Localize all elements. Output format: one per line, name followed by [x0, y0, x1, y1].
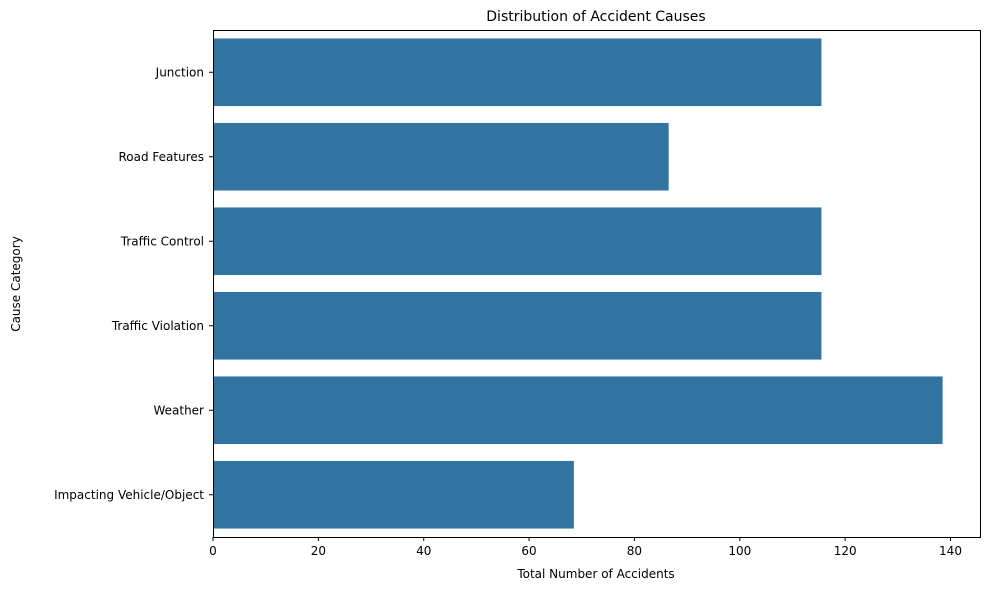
bar-traffic-control — [213, 207, 822, 276]
y-tick-label: Road Features — [118, 150, 204, 164]
y-tick-label: Junction — [155, 65, 204, 79]
chart-title: Distribution of Accident Causes — [486, 9, 705, 25]
x-tick-label: 20 — [311, 544, 326, 558]
bar-junction — [213, 38, 822, 107]
y-axis-ticks: Junction Road Features Traffic Control Traf… — [54, 65, 213, 502]
x-axis-ticks: 0 20 40 60 80 100 120 140 — [209, 537, 962, 558]
bar-weather — [213, 376, 943, 445]
x-tick-label: 80 — [627, 544, 642, 558]
x-tick-label: 0 — [209, 544, 217, 558]
x-tick-label: 100 — [728, 544, 751, 558]
x-tick-label: 140 — [939, 544, 962, 558]
y-tick-label: Impacting Vehicle/Object — [54, 488, 204, 502]
bar-road-features — [213, 122, 669, 191]
y-tick-label: Traffic Control — [120, 234, 204, 248]
x-axis-label: Total Number of Accidents — [516, 567, 674, 581]
bars — [213, 38, 943, 529]
plot-frame — [213, 30, 981, 538]
bar-traffic-violation — [213, 291, 822, 360]
y-tick-label: Weather — [153, 403, 204, 417]
x-tick-label: 40 — [416, 544, 431, 558]
y-axis-label: Cause Category — [9, 236, 23, 332]
bar-impacting-vehicle-object — [213, 460, 574, 529]
y-tick-label: Traffic Violation — [111, 319, 204, 333]
x-tick-label: 60 — [521, 544, 536, 558]
x-tick-label: 120 — [834, 544, 857, 558]
